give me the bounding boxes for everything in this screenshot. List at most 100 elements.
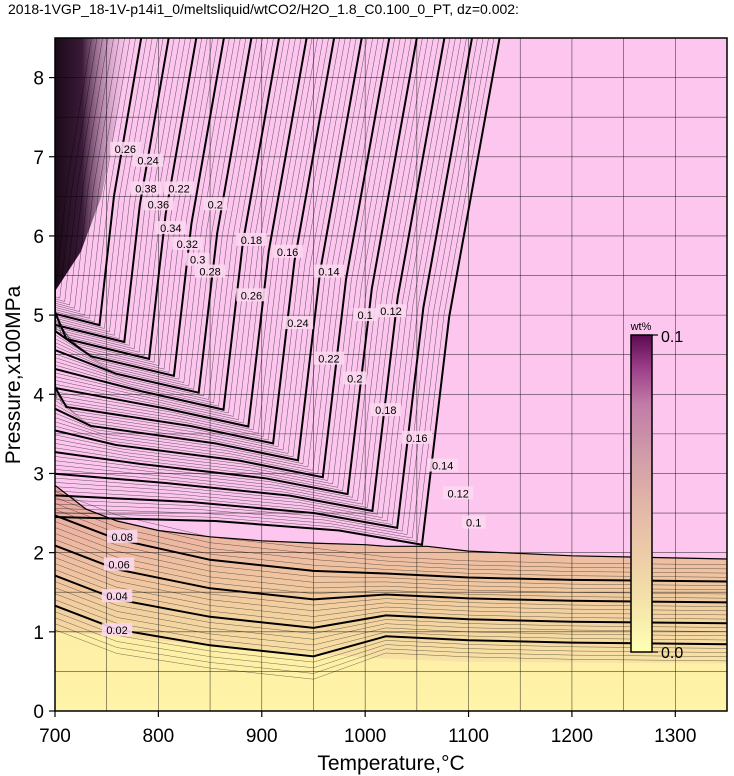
contour-line (55, 38, 396, 481)
contour-line (55, 38, 291, 417)
contour-line (55, 38, 296, 421)
contour-line (55, 38, 125, 316)
contour-label: 0.06 (103, 557, 135, 572)
contour-line-major (55, 38, 363, 462)
contour-line (55, 38, 373, 468)
contour-label: 0.28 (194, 264, 226, 279)
contour-line (55, 38, 346, 451)
contour-label: 0.16 (401, 430, 433, 445)
colorbar-min-label: 0.0 (661, 645, 683, 662)
contour-line (55, 38, 263, 400)
contour-line (55, 38, 153, 333)
contour-label-text: 0.16 (277, 247, 298, 259)
contour-line (55, 38, 236, 383)
contour-label: 0.18 (236, 232, 267, 247)
contour-line (55, 38, 429, 502)
contour-line (55, 38, 456, 518)
contour-line (55, 38, 136, 323)
contour-label-text: 0.06 (108, 560, 129, 572)
contour-label-text: 0.14 (432, 461, 453, 473)
y-tick-label: 6 (33, 227, 44, 248)
contour-label-text: 0.26 (115, 144, 136, 156)
contour-label: 0.22 (313, 351, 345, 366)
x-tick-label: 700 (39, 726, 71, 747)
contour-line (55, 38, 147, 329)
contour-label-text: 0.32 (177, 239, 198, 251)
contour-label-text: 0.38 (135, 183, 156, 195)
contour-line (55, 38, 495, 542)
contour-line (55, 38, 313, 431)
contour-label-text: 0.24 (287, 318, 308, 330)
contour-label: 0.12 (443, 486, 474, 500)
y-axis-ticks: 0 1 2 3 4 5 6 7 8 (33, 69, 55, 723)
contour-label: 0.12 (375, 304, 407, 318)
contour-line (55, 38, 489, 539)
x-axis-ticks: 700 800 900 1000 1100 1200 1300 (39, 711, 696, 747)
x-tick-label: 1300 (654, 726, 696, 747)
y-tick-label: 1 (33, 623, 44, 644)
contour-label-text: 0.3 (190, 255, 205, 267)
contour-label: 0.08 (107, 529, 138, 544)
contour-line-major (55, 38, 391, 479)
contour-line (55, 38, 258, 397)
x-tick-label: 800 (143, 726, 175, 747)
contour-line (55, 38, 114, 309)
x-tick-label: 900 (246, 726, 278, 747)
x-tick-label: 1200 (551, 726, 593, 747)
contour-label: 0.18 (370, 403, 402, 417)
contour-line (55, 38, 401, 485)
high-co2-region (55, 38, 133, 292)
y-tick-label: 5 (33, 306, 44, 327)
contour-line-major (55, 38, 280, 411)
contour-label: 0.26 (110, 141, 141, 156)
contour-label-text: 0.08 (111, 532, 132, 544)
contour-labels: 0.02 0.04 0.06 0.08 0.1 0.1 0.12 0.12 0.14 0.14 0.… (101, 141, 486, 637)
contour-line (55, 38, 451, 515)
contour-label: 0.3 (185, 252, 210, 267)
contour-line (55, 38, 285, 414)
contour-line-major (55, 38, 170, 344)
contour-line (55, 38, 181, 350)
contour-label: 0.02 (101, 623, 133, 637)
contour-label: 0.14 (313, 264, 345, 279)
contour-label: 0.1 (353, 308, 378, 322)
contour-label-text: 0.34 (160, 223, 181, 235)
contour-label-text: 0.18 (375, 405, 396, 417)
y-tick-label: 7 (33, 148, 44, 169)
contour-label-text: 0.2 (347, 373, 362, 385)
chart-title: 2018-1VGP_18-1V-p14i1_0/meltsliquid/wtCO… (8, 1, 519, 17)
contour-line-major (55, 38, 225, 378)
x-axis-label: Temperature,°C (317, 752, 464, 775)
contour-line-major (55, 38, 308, 428)
contour-label: 0.26 (236, 288, 267, 302)
contour-label-text: 0.02 (106, 625, 127, 637)
contour-label: 0.34 (155, 221, 186, 235)
plot-frame (54, 37, 728, 712)
contour-line (55, 38, 478, 532)
contour-label-text: 0.22 (318, 354, 339, 366)
contour-label-text: 0.18 (241, 235, 262, 247)
contour-label-text: 0.1 (358, 310, 373, 322)
contour-label-text: 0.04 (106, 591, 127, 603)
contour-label-text: 0.22 (168, 183, 189, 195)
contour-line (55, 38, 131, 319)
contour-line (55, 38, 109, 306)
contour-label-text: 0.2 (208, 199, 223, 211)
contour-line-major (55, 38, 446, 513)
contour-line-major (55, 38, 336, 445)
contour-line (55, 38, 407, 488)
contour-line (55, 38, 357, 458)
contour-line (55, 38, 440, 508)
contour-label: 0.24 (282, 316, 314, 330)
contour-line-major (55, 38, 418, 496)
grid-lines (55, 38, 727, 711)
contour-line (55, 38, 302, 424)
contour-label: 0.22 (163, 181, 195, 195)
contour-line-major (55, 38, 501, 546)
contour-line (55, 38, 120, 312)
y-tick-label: 3 (33, 464, 44, 485)
contour-line (55, 38, 351, 454)
contour-line-major (55, 38, 473, 529)
plot-area: 0.02 0.04 0.06 0.08 0.1 0.1 0.12 0.12 0.14 0.14 0.… (55, 38, 727, 711)
